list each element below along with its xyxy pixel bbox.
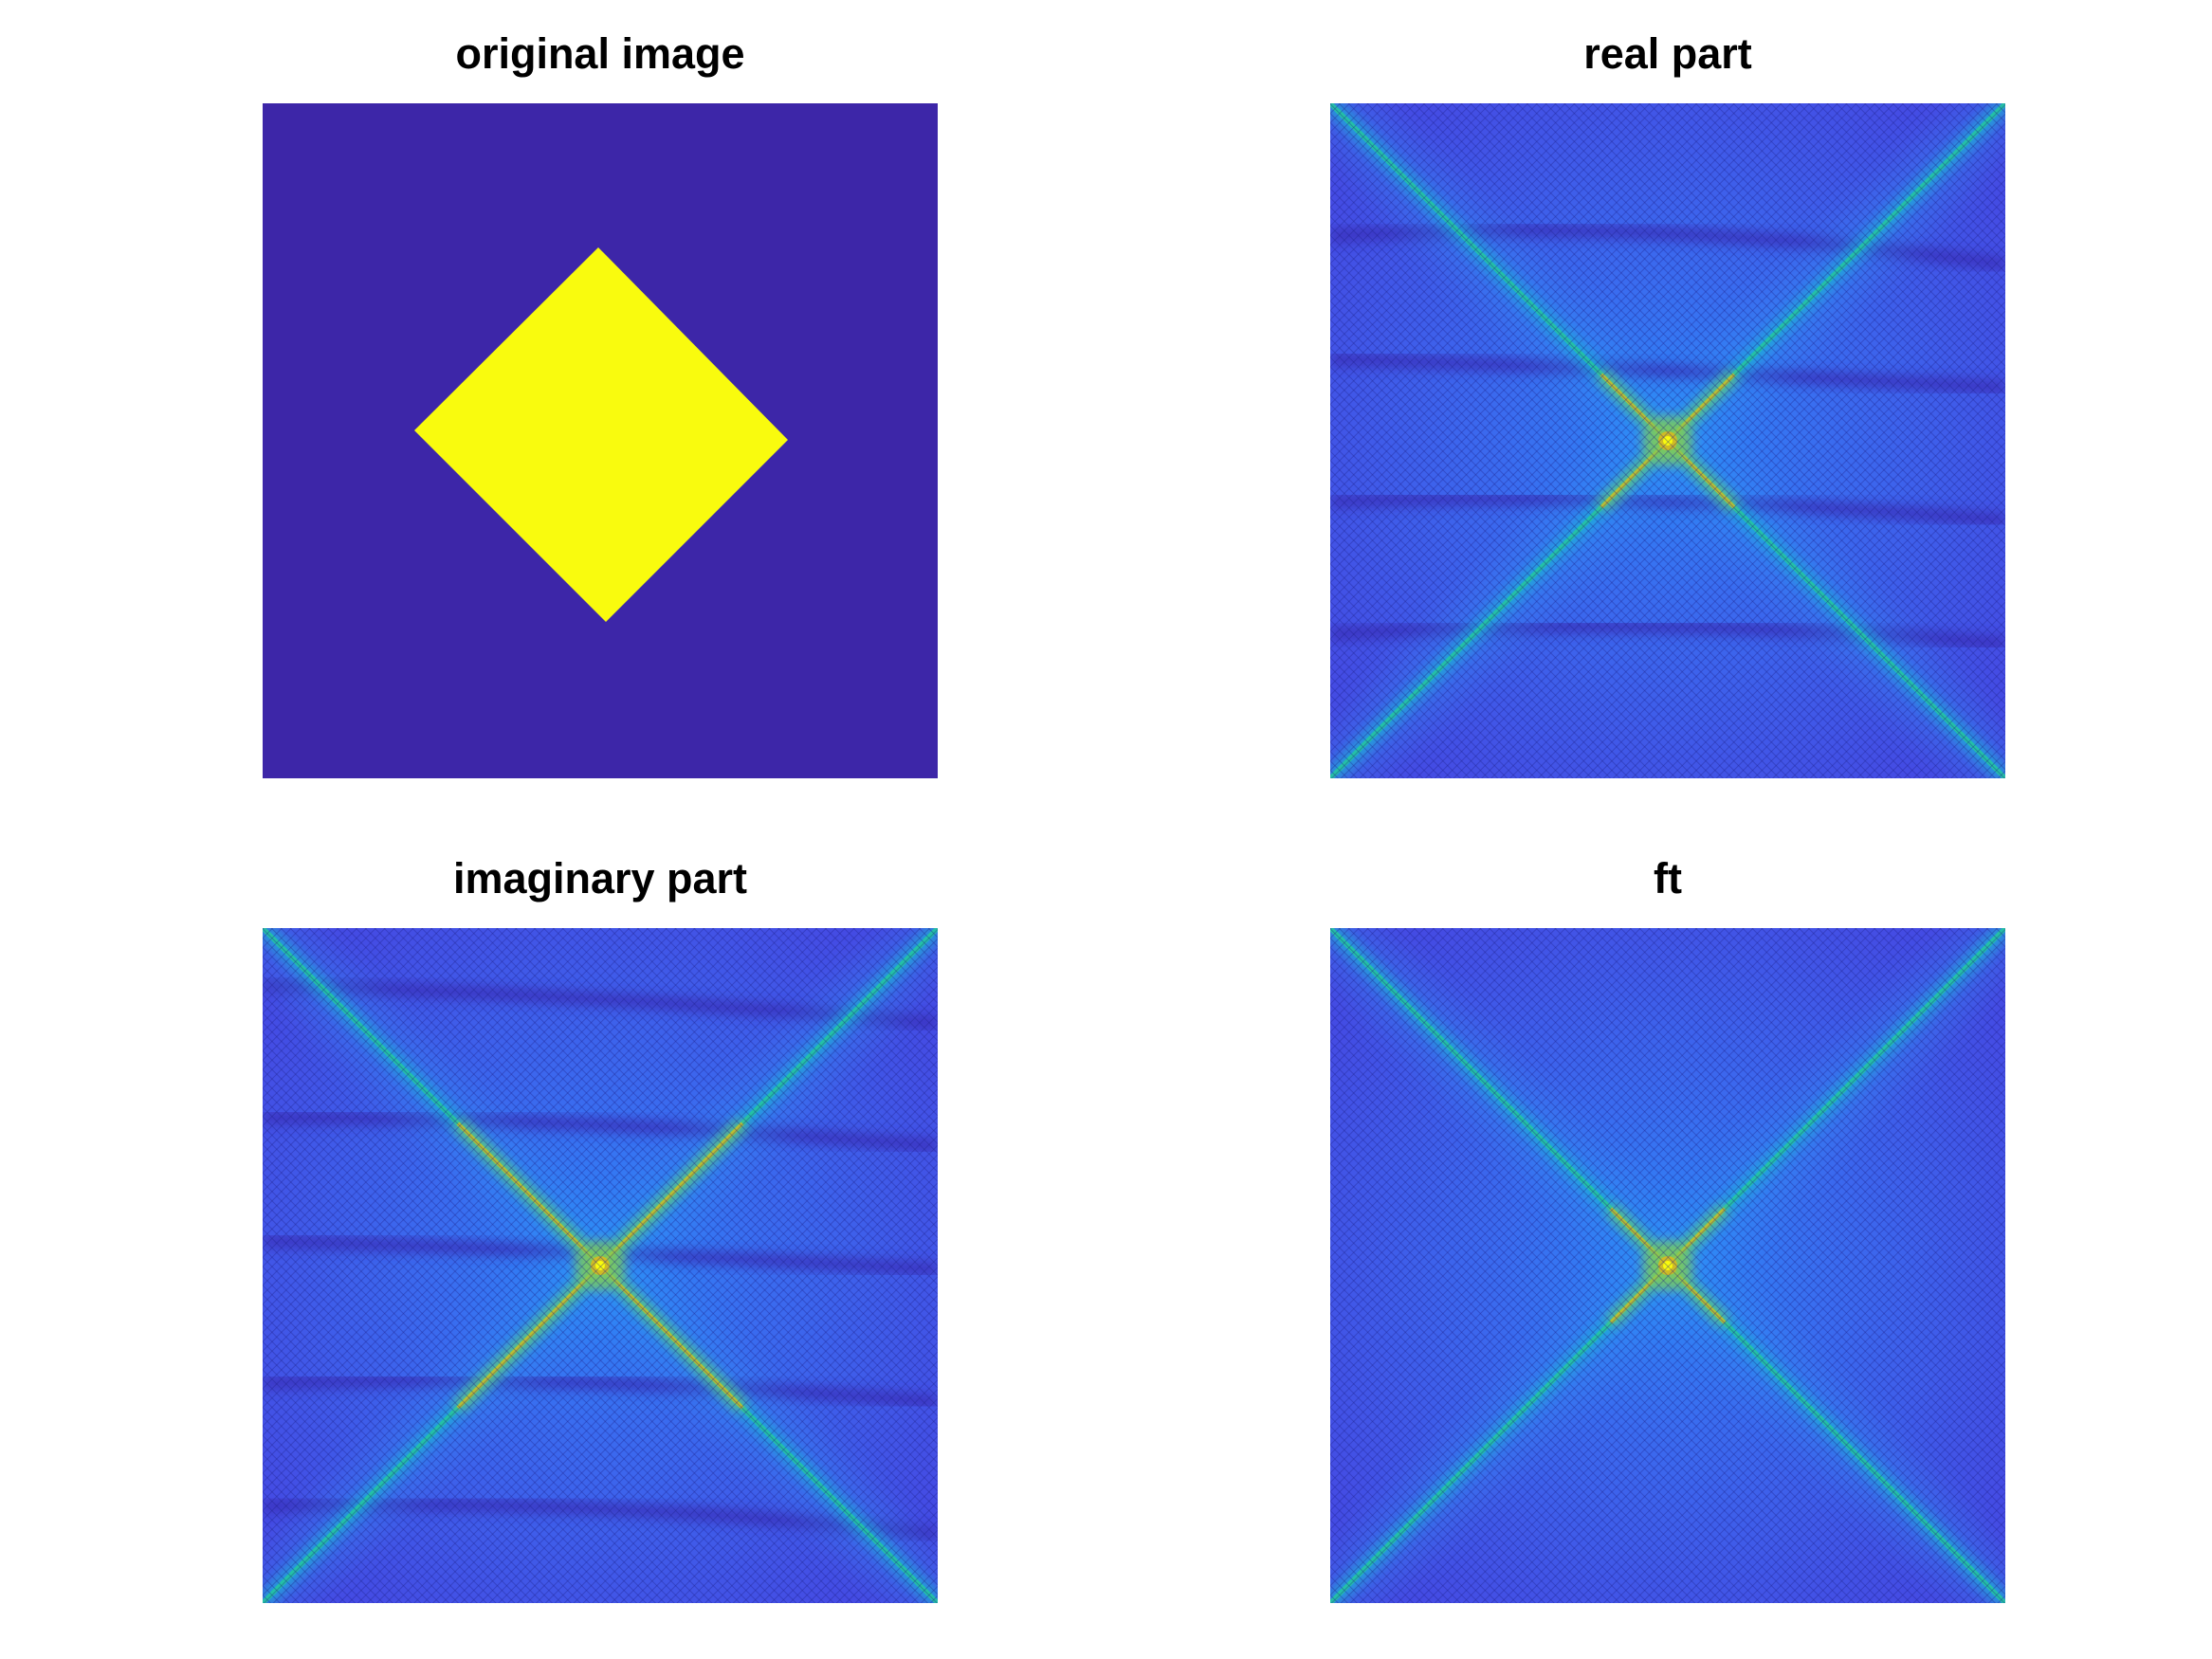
ft-heatmap	[1330, 928, 2005, 1603]
original-image-axes	[263, 103, 938, 778]
real-part-heatmap	[1330, 103, 2005, 778]
heatmap-layer	[1330, 103, 2005, 778]
mesh-overlay	[263, 928, 938, 1603]
subplot-title: ft	[1330, 850, 2005, 907]
mesh-overlay	[1330, 928, 2005, 1603]
heatmap-layer	[263, 928, 938, 1603]
heatmap-layer	[1330, 928, 2005, 1603]
subplot-title: original image	[263, 26, 938, 82]
subplot-title: real part	[1330, 26, 2005, 82]
mesh-overlay	[1330, 103, 2005, 778]
subplot-title: imaginary part	[263, 850, 938, 907]
imaginary-part-heatmap	[263, 928, 938, 1603]
